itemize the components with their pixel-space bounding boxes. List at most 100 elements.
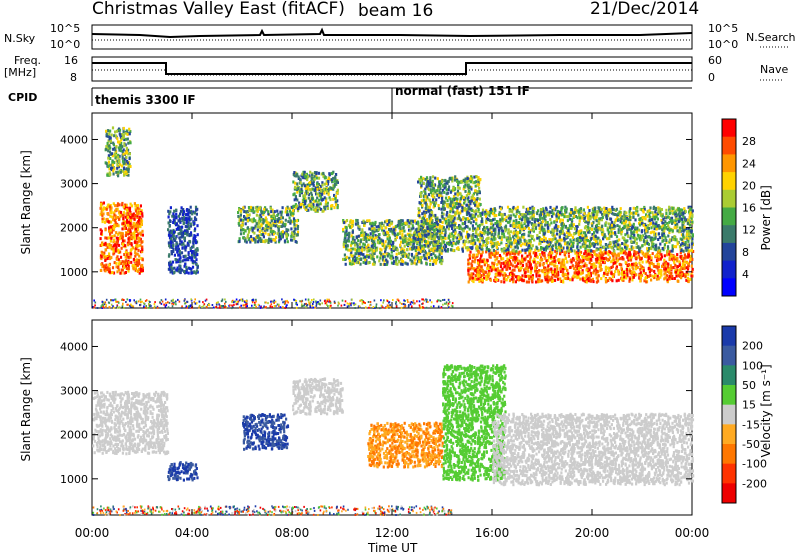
- heatmap-cell: [679, 274, 682, 278]
- heatmap-cell: [405, 222, 408, 226]
- heatmap-cell: [668, 240, 671, 244]
- heatmap-cell: [348, 232, 351, 236]
- heatmap-cell: [454, 213, 457, 217]
- heatmap-cell: [418, 201, 421, 205]
- heatmap-cell: [446, 225, 449, 229]
- heatmap-cell: [444, 196, 448, 200]
- heatmap-cell: [280, 213, 283, 217]
- heatmap-cell: [666, 274, 669, 278]
- heatmap-cell: [358, 242, 361, 246]
- heatmap-cell: [439, 181, 442, 185]
- heatmap-cell: [510, 270, 513, 274]
- heatmap-cell: [135, 221, 139, 225]
- heatmap-cell: [651, 274, 654, 278]
- heatmap-cell: [595, 254, 598, 257]
- heatmap-cell: [251, 207, 255, 211]
- heatmap-cell: [457, 241, 460, 245]
- heatmap-cell: [648, 265, 651, 269]
- heatmap-cell: [103, 206, 106, 210]
- heatmap-cell: [170, 236, 173, 240]
- heatmap-cell: [432, 260, 435, 264]
- heatmap-cell: [316, 186, 319, 190]
- heatmap-cell: [112, 202, 115, 206]
- heatmap-cell: [415, 241, 418, 244]
- heatmap-cell: [105, 162, 108, 166]
- nave-tick-top: 60: [708, 54, 722, 67]
- heatmap-cell: [115, 145, 118, 149]
- heatmap-cell: [440, 207, 443, 211]
- heatmap-cell: [420, 175, 423, 179]
- heatmap-cell: [524, 251, 527, 255]
- heatmap-cell: [360, 249, 363, 253]
- heatmap-cell: [538, 253, 541, 256]
- heatmap-cell: [679, 255, 682, 259]
- heatmap-cell: [330, 172, 333, 176]
- heatmap-cell: [566, 269, 569, 273]
- heatmap-cell: [608, 276, 611, 280]
- heatmap-cell: [439, 194, 442, 198]
- heatmap-cell: [549, 262, 552, 266]
- heatmap-cell: [177, 214, 180, 218]
- heatmap-cell: [471, 238, 474, 242]
- heatmap-cell: [125, 151, 128, 155]
- heatmap-cell: [451, 198, 454, 202]
- heatmap-cell: [346, 244, 349, 248]
- heatmap-cell: [386, 235, 389, 239]
- heatmap-cell: [519, 261, 522, 265]
- heatmap-cell: [414, 239, 418, 243]
- heatmap-cell: [638, 261, 641, 265]
- heatmap-cell: [125, 231, 128, 235]
- heatmap-cell: [347, 223, 350, 227]
- heatmap-cell: [514, 256, 517, 260]
- heatmap-cell: [427, 184, 430, 187]
- heatmap-cell: [606, 273, 609, 276]
- heatmap-cell: [417, 221, 420, 225]
- heatmap-cell: [429, 242, 432, 246]
- nsearch-tick-top: 10^5: [708, 22, 738, 35]
- heatmap-cell: [656, 266, 659, 270]
- heatmap-cell: [584, 262, 587, 266]
- heatmap-cell: [119, 163, 122, 167]
- heatmap-cell: [294, 181, 297, 185]
- heatmap-cell: [238, 223, 241, 227]
- heatmap-cell: [477, 176, 480, 180]
- heatmap-cell: [647, 259, 650, 263]
- heatmap-cell: [333, 176, 337, 180]
- heatmap-cell: [583, 264, 586, 268]
- heatmap-cell: [428, 249, 431, 253]
- heatmap-cell: [480, 254, 483, 258]
- heatmap-cell: [478, 223, 481, 227]
- heatmap-cell: [259, 213, 262, 217]
- heatmap-cell: [109, 228, 112, 232]
- heatmap-cell: [573, 249, 576, 253]
- heatmap-cell: [515, 264, 518, 268]
- heatmap-cell: [569, 266, 572, 269]
- heatmap-cell: [331, 204, 334, 207]
- heatmap-cell: [419, 249, 422, 253]
- heatmap-cell: [691, 257, 694, 261]
- heatmap-cell: [470, 239, 473, 243]
- heatmap-cell: [422, 223, 425, 227]
- heatmap-cell: [315, 172, 318, 176]
- heatmap-cell: [572, 257, 575, 261]
- heatmap-cell: [554, 254, 557, 258]
- heatmap-cell: [512, 277, 515, 281]
- heatmap-cell: [295, 174, 298, 178]
- heatmap-cell: [620, 250, 624, 254]
- heatmap-cell: [315, 176, 319, 180]
- heatmap-cell: [136, 245, 139, 249]
- heatmap-cell: [293, 237, 296, 241]
- heatmap-cell: [519, 278, 522, 281]
- heatmap-cell: [599, 250, 602, 254]
- heatmap-cell: [281, 206, 284, 210]
- heatmap-cell: [375, 229, 378, 232]
- heatmap-cell: [384, 220, 387, 224]
- heatmap-cell: [122, 133, 126, 137]
- heatmap-cell: [547, 259, 550, 262]
- heatmap-cell: [363, 224, 366, 227]
- heatmap-cell: [296, 209, 300, 213]
- heatmap-cell: [466, 217, 470, 221]
- heatmap-cell: [108, 144, 111, 148]
- heatmap-cell: [420, 226, 423, 230]
- heatmap-cell: [481, 250, 484, 254]
